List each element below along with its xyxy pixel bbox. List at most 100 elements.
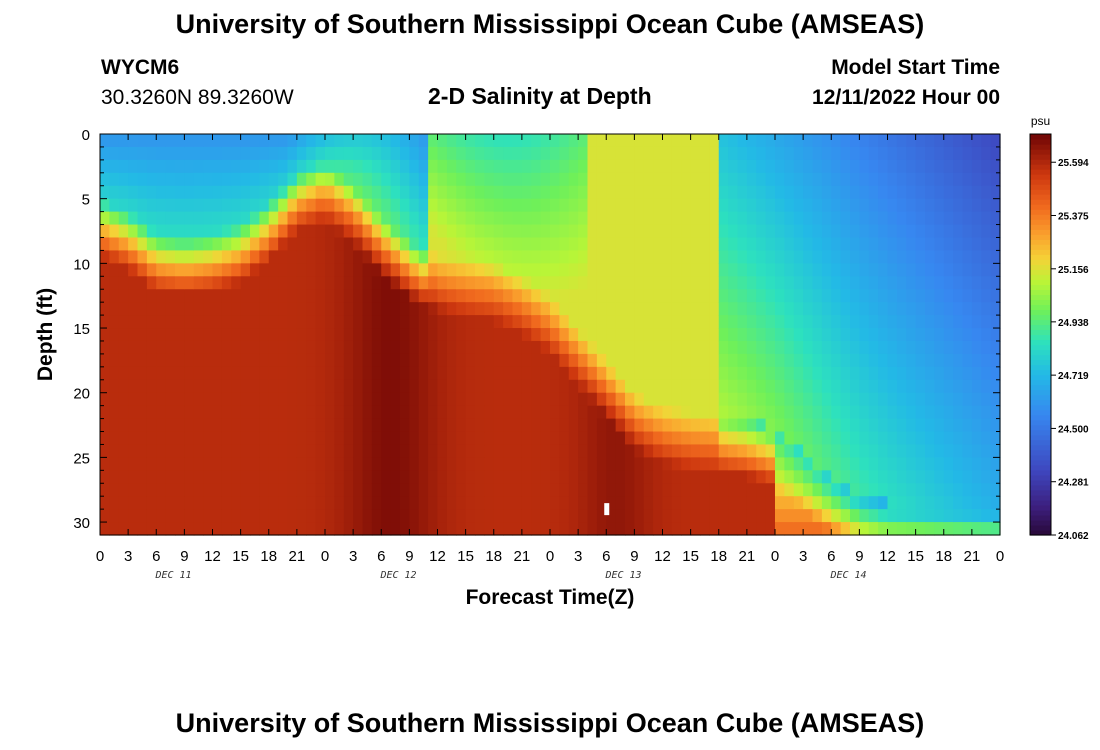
heatmap-cell — [343, 146, 354, 161]
heatmap-cell — [831, 483, 842, 497]
heatmap-cell — [540, 522, 551, 536]
heatmap-cell — [728, 289, 739, 303]
heatmap-cell — [212, 276, 223, 290]
heatmap-cell — [756, 237, 767, 252]
heatmap-cell — [165, 211, 176, 226]
heatmap-cell — [981, 172, 992, 187]
heatmap-cell — [409, 405, 420, 420]
heatmap-cell — [587, 250, 598, 264]
heatmap-cell — [400, 289, 410, 303]
heatmap-cell — [709, 134, 720, 148]
heatmap-cell — [353, 483, 364, 497]
heatmap-cell — [746, 431, 757, 446]
heatmap-cell — [728, 250, 739, 264]
heatmap-cell — [343, 522, 354, 536]
heatmap-cell — [756, 470, 767, 484]
heatmap-cell — [943, 392, 954, 407]
heatmap-cell — [512, 134, 523, 148]
heatmap-cell — [746, 134, 757, 148]
heatmap-cell — [156, 289, 167, 303]
heatmap-cell — [353, 276, 364, 290]
x-tick-label: 0 — [771, 548, 779, 565]
heatmap-cell — [193, 134, 204, 148]
heatmap-cell — [221, 366, 232, 381]
heatmap-cell — [418, 457, 429, 471]
heatmap-cell — [418, 379, 429, 394]
heatmap-cell — [868, 302, 879, 316]
heatmap-cell — [184, 379, 195, 394]
heatmap-cell — [821, 134, 832, 148]
heatmap-cell — [634, 457, 645, 471]
heatmap-cell — [371, 315, 382, 329]
heatmap-cell — [634, 302, 645, 316]
heatmap-cell — [981, 366, 992, 381]
heatmap-cell — [878, 250, 889, 264]
heatmap-cell — [456, 250, 467, 264]
heatmap-cell — [831, 211, 842, 226]
heatmap-cell — [137, 483, 148, 497]
heatmap-cell — [334, 392, 345, 407]
heatmap-cell — [625, 146, 635, 161]
heatmap-cell — [896, 276, 907, 290]
heatmap-cell — [568, 457, 579, 471]
heatmap-cell — [971, 431, 982, 446]
heatmap-cell — [306, 172, 317, 187]
heatmap-cell — [250, 185, 260, 200]
heatmap-cell — [587, 483, 598, 497]
heatmap-cell — [540, 276, 551, 290]
heatmap-cell — [662, 276, 673, 290]
heatmap-cell — [887, 483, 898, 497]
heatmap-cell — [653, 289, 664, 303]
heatmap-cell — [971, 483, 982, 497]
heatmap-cell — [578, 276, 589, 290]
heatmap-cell — [390, 418, 401, 433]
heatmap-cell — [831, 198, 842, 213]
heatmap-cell — [559, 237, 570, 252]
heatmap-cell — [287, 496, 298, 510]
heatmap-cell — [353, 496, 364, 510]
heatmap-cell — [390, 185, 401, 200]
heatmap-cell — [231, 366, 242, 381]
heatmap-cell — [925, 250, 935, 264]
heatmap-cell — [962, 276, 973, 290]
heatmap-cell — [343, 250, 354, 264]
heatmap-cell — [315, 198, 326, 213]
heatmap-cell — [737, 328, 748, 342]
heatmap-cell — [428, 172, 439, 187]
heatmap-cell — [493, 405, 504, 420]
heatmap-cell — [718, 340, 729, 355]
heatmap-cell — [446, 315, 457, 329]
heatmap-cell — [334, 250, 345, 264]
heatmap-cell — [325, 237, 335, 252]
heatmap-cell — [746, 444, 757, 458]
heatmap-cell — [109, 522, 120, 536]
heatmap-cell — [381, 392, 392, 407]
heatmap-cell — [896, 405, 907, 420]
heatmap-cell — [737, 159, 748, 174]
heatmap-cell — [700, 418, 710, 433]
heatmap-cell — [296, 198, 307, 213]
heatmap-cell — [662, 328, 673, 342]
colorbar-segment — [1030, 344, 1051, 351]
heatmap-cell — [625, 159, 635, 174]
heatmap-cell — [559, 444, 570, 458]
heatmap-cell — [953, 418, 964, 433]
heatmap-cell — [428, 211, 439, 226]
heatmap-cell — [156, 237, 167, 252]
heatmap-cell — [250, 483, 260, 497]
chart-subtitle: 2-D Salinity at Depth — [428, 83, 652, 109]
heatmap-cell — [775, 457, 785, 471]
heatmap-cell — [240, 418, 251, 433]
heatmap-cell — [212, 353, 223, 368]
heatmap-cell — [503, 328, 514, 342]
colorbar-segment — [1030, 234, 1051, 240]
heatmap-cell — [728, 470, 739, 484]
heatmap-cell — [775, 522, 785, 536]
heatmap-cell — [193, 315, 204, 329]
heatmap-cell — [793, 366, 804, 381]
heatmap-cell — [362, 340, 373, 355]
heatmap-cell — [671, 444, 682, 458]
heatmap-cell — [943, 315, 954, 329]
heatmap-cell — [812, 211, 823, 226]
heatmap-cell — [634, 250, 645, 264]
